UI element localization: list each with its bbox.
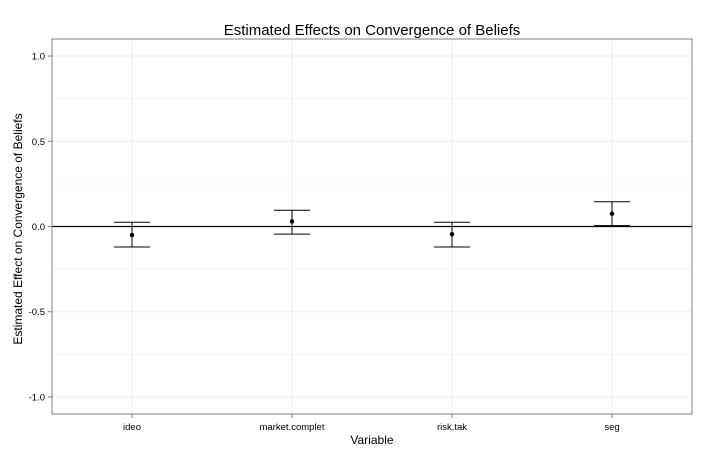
x-tick-label: market.complet bbox=[260, 422, 325, 433]
y-tick-label: 0.5 bbox=[32, 137, 45, 148]
y-tick-label: 1.0 bbox=[32, 52, 45, 63]
x-tick-label: ideo bbox=[123, 422, 141, 433]
y-axis-title: Estimated Effect on Convergence of Belie… bbox=[11, 113, 25, 344]
point-ideo bbox=[129, 232, 135, 238]
y-tick-label: -1.0 bbox=[29, 392, 45, 403]
point-risk.tak bbox=[449, 231, 455, 237]
marks bbox=[114, 201, 630, 248]
point-seg bbox=[609, 211, 615, 216]
y-tick-label: 0.0 bbox=[32, 222, 45, 233]
chart-title: Estimated Effects on Convergence of Beli… bbox=[224, 22, 521, 39]
y-axis: -1.0 -0.5 0.0 0.5 1.0 bbox=[29, 52, 52, 403]
x-axis: ideo market.complet risk.tak seg bbox=[123, 414, 620, 433]
x-tick-label: risk.tak bbox=[437, 422, 467, 433]
x-tick-label: seg bbox=[604, 422, 619, 433]
point-market.complet bbox=[289, 219, 295, 224]
y-tick-label: -0.5 bbox=[29, 307, 45, 318]
x-axis-title: Variable bbox=[350, 433, 393, 447]
